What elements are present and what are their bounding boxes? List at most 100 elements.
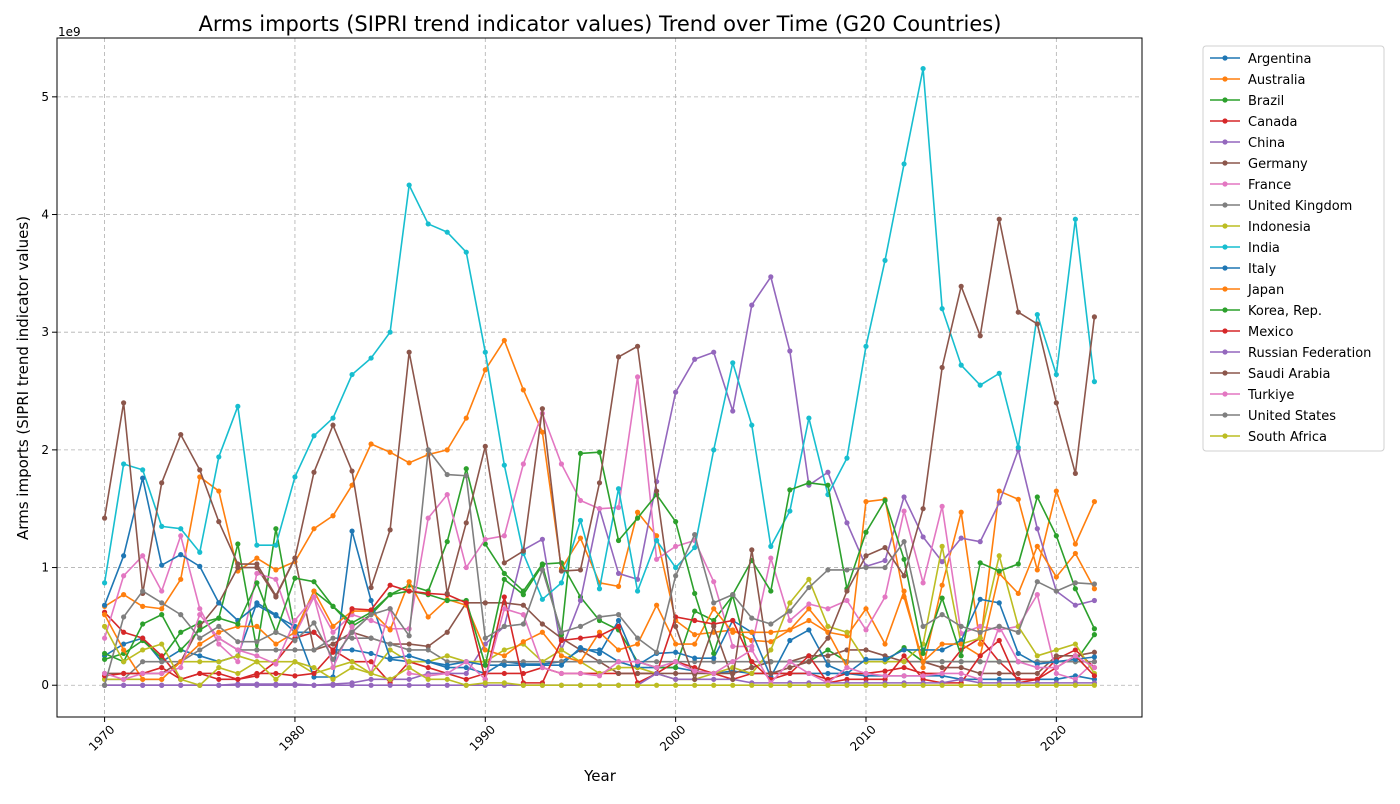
data-point xyxy=(882,682,888,688)
series-south-africa xyxy=(101,623,1098,688)
data-point xyxy=(615,623,622,629)
data-point xyxy=(197,641,203,647)
legend-label: United Kingdom xyxy=(1248,199,1352,214)
data-point xyxy=(615,570,622,577)
data-point xyxy=(634,588,641,594)
data-point xyxy=(216,676,222,682)
data-point xyxy=(197,653,203,659)
data-point xyxy=(1034,567,1040,573)
legend-label: Brazil xyxy=(1248,94,1284,109)
data-point xyxy=(558,647,565,653)
data-point xyxy=(387,647,393,653)
data-point xyxy=(920,623,926,629)
data-point xyxy=(101,682,108,688)
data-point xyxy=(958,659,964,665)
data-point xyxy=(825,653,831,659)
data-point xyxy=(882,641,888,647)
data-point xyxy=(749,647,755,653)
data-point xyxy=(920,664,926,671)
data-point xyxy=(768,543,774,549)
data-point xyxy=(711,676,717,682)
data-point xyxy=(711,682,717,688)
data-point xyxy=(863,343,869,349)
data-point xyxy=(882,257,888,264)
data-point xyxy=(406,579,412,585)
data-point xyxy=(958,535,964,541)
data-point xyxy=(844,588,850,594)
data-point xyxy=(387,449,393,455)
data-point xyxy=(425,515,431,521)
data-point xyxy=(463,520,469,526)
data-point xyxy=(444,597,450,604)
data-point xyxy=(121,573,127,579)
data-point xyxy=(463,600,469,606)
data-point xyxy=(368,676,374,682)
data-point xyxy=(977,635,983,641)
data-point xyxy=(1034,543,1040,549)
data-point xyxy=(406,182,412,188)
data-point xyxy=(730,676,736,682)
legend-marker xyxy=(1222,307,1228,313)
data-point xyxy=(1015,590,1021,597)
data-point xyxy=(197,563,203,569)
legend-marker xyxy=(1222,433,1228,439)
data-point xyxy=(235,403,241,409)
data-point xyxy=(577,567,584,573)
data-point xyxy=(330,415,336,421)
data-point xyxy=(501,623,507,629)
data-point xyxy=(577,644,584,651)
data-point xyxy=(1034,579,1040,585)
data-point xyxy=(482,662,488,668)
data-point xyxy=(159,641,165,647)
data-point xyxy=(768,629,774,635)
data-point xyxy=(1034,592,1040,598)
data-point xyxy=(958,670,964,677)
data-point xyxy=(292,474,298,480)
data-point xyxy=(216,664,222,671)
data-point xyxy=(501,533,507,539)
data-point xyxy=(273,542,279,548)
data-point xyxy=(596,673,603,679)
data-point xyxy=(140,467,146,473)
data-point xyxy=(787,617,793,624)
data-point xyxy=(425,590,431,597)
data-point xyxy=(654,533,660,539)
data-point xyxy=(692,641,698,647)
data-point xyxy=(673,664,679,671)
data-point xyxy=(711,655,717,661)
data-point xyxy=(634,659,641,665)
data-point xyxy=(140,682,146,688)
data-point xyxy=(1015,670,1021,677)
data-point xyxy=(368,650,374,657)
data-point xyxy=(1072,586,1078,592)
data-point xyxy=(901,573,907,579)
data-point xyxy=(235,639,241,645)
data-point xyxy=(349,635,355,641)
legend-label: India xyxy=(1248,241,1280,256)
data-point xyxy=(178,576,184,582)
legend-label: China xyxy=(1248,136,1285,151)
data-point xyxy=(254,561,260,567)
data-point xyxy=(749,670,755,677)
data-point xyxy=(482,349,488,355)
data-point xyxy=(349,629,355,635)
legend-item: Mexico xyxy=(1210,325,1293,340)
data-point xyxy=(749,422,755,428)
data-point xyxy=(939,664,945,671)
legend-marker xyxy=(1222,223,1228,229)
data-point xyxy=(939,364,945,371)
data-point xyxy=(1015,561,1021,567)
data-point xyxy=(977,659,983,665)
data-point xyxy=(311,670,317,677)
data-point xyxy=(216,629,222,635)
data-point xyxy=(977,653,983,659)
data-point xyxy=(254,682,260,688)
series-line xyxy=(103,67,1096,601)
data-point xyxy=(939,612,945,618)
series-japan xyxy=(101,496,1098,682)
data-point xyxy=(311,647,317,653)
data-point xyxy=(159,612,165,618)
data-point xyxy=(520,461,526,467)
legend-marker xyxy=(1222,181,1228,187)
data-point xyxy=(482,647,488,653)
